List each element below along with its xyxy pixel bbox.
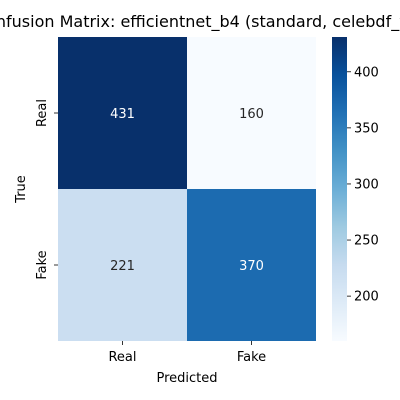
y-axis-ticks: Real Fake [35,99,58,280]
heatmap-cell [187,189,316,341]
colorbar-tick-label: 200 [354,290,379,305]
colorbar-tick-label: 250 [354,234,379,249]
y-tick-label: Real [35,99,50,127]
colorbar-tick-label: 350 [354,121,379,136]
y-axis-label: True [14,175,29,204]
colorbar-tick-label: 300 [354,177,379,192]
heatmap-cell [58,189,187,341]
x-tick-label: Fake [237,350,266,365]
chart-title: Confusion Matrix: efficientnet_b4 (stand… [0,12,400,32]
y-tick-label: Fake [35,250,50,279]
heatmap-cell-labels: 431 160 221 370 [110,107,264,274]
colorbar [332,37,347,341]
heatmap-cells [58,37,316,341]
x-axis-label: Predicted [156,371,217,386]
cell-value-label: 431 [110,107,135,122]
heatmap-cell [58,37,187,189]
cell-value-label: 160 [239,107,264,122]
x-axis-ticks: Real Fake [108,341,266,365]
x-tick-label: Real [108,350,136,365]
heatmap-cell [187,37,316,189]
colorbar-ticks: 200 250 300 350 400 [347,65,379,305]
cell-value-label: 221 [110,259,135,274]
cell-value-label: 370 [239,259,264,274]
colorbar-tick-label: 400 [354,65,379,80]
